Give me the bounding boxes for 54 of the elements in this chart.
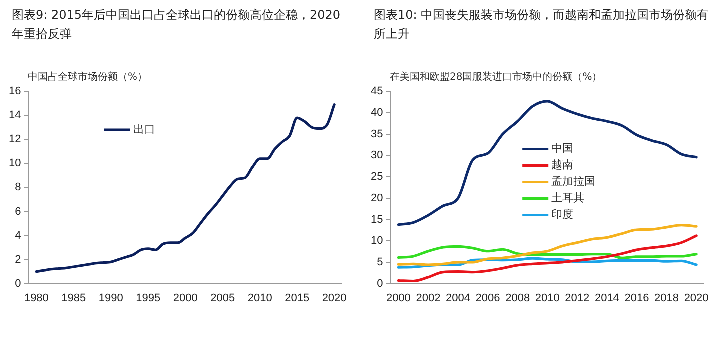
x-tick-label: 1980 <box>24 292 49 304</box>
y-tick-label: 35 <box>370 128 384 140</box>
y-tick-label: 0 <box>377 278 384 290</box>
legend-label: 孟加拉国 <box>552 175 596 188</box>
x-tick-label: 2000 <box>173 292 198 304</box>
y-tick-label: 30 <box>370 150 384 162</box>
x-tick-label: 2015 <box>285 292 310 304</box>
legend-label: 中国 <box>552 142 574 156</box>
x-tick-label: 2020 <box>684 292 709 304</box>
y-axis-title: 中国占全球市场份额（%） <box>28 70 148 84</box>
y-axis-title: 在美国和欧盟28国服装进口市场中的份额（%） <box>390 70 602 84</box>
y-tick-label: 6 <box>15 206 22 218</box>
x-tick-label: 2020 <box>322 292 347 304</box>
line-series <box>397 100 698 226</box>
x-tick-label: 2010 <box>535 292 560 304</box>
y-tick-label: 2 <box>15 254 22 266</box>
y-tick-label: 5 <box>377 256 384 268</box>
x-tick-label: 2014 <box>594 292 620 304</box>
x-tick-label: 1985 <box>62 292 86 304</box>
y-tick-label: 4 <box>15 230 22 242</box>
x-tick-label: 2002 <box>416 292 441 304</box>
x-tick-label: 2000 <box>386 292 411 304</box>
line-series <box>397 234 698 283</box>
legend-label: 越南 <box>552 158 574 172</box>
x-tick-label: 1990 <box>98 292 124 304</box>
legend-label: 土耳其 <box>552 192 585 205</box>
y-tick-label: 10 <box>370 235 384 248</box>
y-tick-label: 25 <box>370 171 384 184</box>
x-tick-label: 2005 <box>210 292 236 304</box>
y-tick-label: 0 <box>15 278 22 290</box>
x-tick-label: 2008 <box>506 292 530 304</box>
y-tick-label: 40 <box>370 106 384 119</box>
x-tick-label: 2004 <box>446 292 470 304</box>
x-tick-label: 1995 <box>136 292 161 304</box>
legend-label: 出口 <box>133 122 156 136</box>
x-tick-label: 2010 <box>248 292 272 304</box>
y-tick-label: 12 <box>8 134 22 146</box>
legend-label: 印度 <box>552 208 574 222</box>
y-tick-label: 8 <box>15 182 22 194</box>
y-tick-label: 16 <box>8 86 22 98</box>
x-tick-label: 2016 <box>624 292 650 304</box>
y-tick-label: 20 <box>370 192 384 204</box>
x-tick-label: 2012 <box>565 292 590 304</box>
chart-title: 图表9: 2015年后中国出口占全球出口的份额高位企稳，2020年重拾反弹 <box>12 7 342 43</box>
line-series <box>397 224 698 266</box>
y-tick-label: 14 <box>8 110 22 122</box>
line-series <box>35 104 336 274</box>
y-tick-label: 15 <box>370 214 384 226</box>
x-tick-label: 2018 <box>654 292 680 304</box>
line-series <box>397 245 698 260</box>
y-tick-label: 10 <box>8 158 22 170</box>
chart-title: 图表10: 中国丧失服装市场份额，而越南和孟加拉国市场份额有所上升 <box>374 7 710 43</box>
x-tick-label: 2006 <box>476 292 500 304</box>
y-tick-label: 45 <box>370 86 384 98</box>
